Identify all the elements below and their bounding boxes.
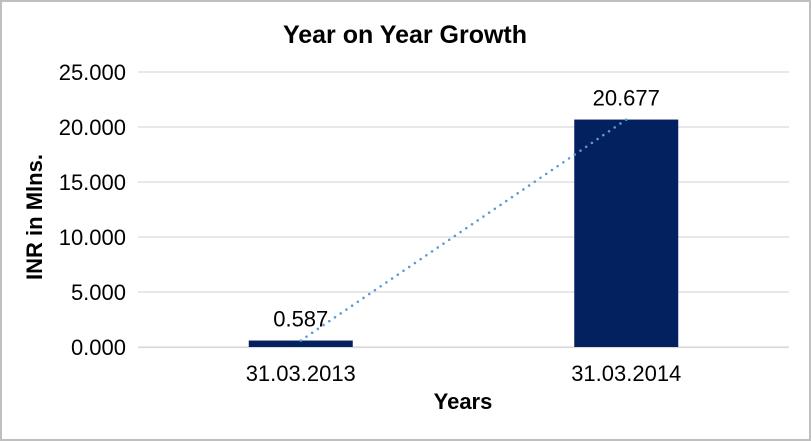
y-tick-0: 0.000 <box>71 335 126 360</box>
y-tick-25: 25.000 <box>59 60 126 85</box>
bar-31-03-2013 <box>248 340 353 347</box>
x-tick-2014: 31.03.2014 <box>571 361 681 386</box>
gridlines <box>138 71 789 348</box>
data-label-2013: 0.587 <box>273 307 328 332</box>
y-tick-5: 5.000 <box>71 280 126 305</box>
data-label-2014: 20.677 <box>593 86 660 111</box>
y-tick-20: 20.000 <box>59 115 126 140</box>
chart-title: Year on Year Growth <box>283 21 527 49</box>
y-axis-title: INR in Mlns. <box>22 154 47 280</box>
y-tick-15: 15.000 <box>59 170 126 195</box>
x-tick-2013: 31.03.2013 <box>246 361 356 386</box>
x-axis-title: Years <box>434 389 493 414</box>
y-tick-10: 10.000 <box>59 225 126 250</box>
bar-31-03-2014 <box>574 119 679 347</box>
